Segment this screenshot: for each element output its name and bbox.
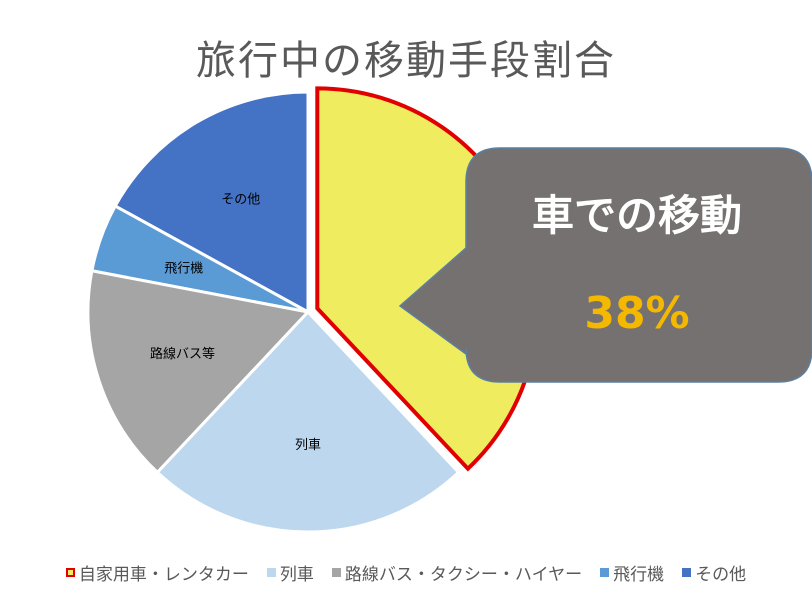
legend-label-3: 飛行機	[613, 565, 665, 585]
legend-swatch-4	[682, 568, 692, 577]
slice-label-1: 列車	[295, 438, 321, 453]
legend-item-4: その他	[682, 560, 746, 585]
legend-swatch-2	[331, 568, 341, 577]
legend-item-1: 列車	[266, 560, 314, 585]
legend-label-0: 自家用車・レンタカー	[78, 565, 249, 585]
legend-item-0: 自家用車・レンタカー	[65, 560, 249, 585]
legend-swatch-3	[600, 568, 610, 577]
pie-labels: 列車 路線バス等 飛行機 その他	[150, 192, 321, 453]
legend-item-2: 路線バス・タクシー・ハイヤー	[331, 560, 583, 585]
legend-label-2: 路線バス・タクシー・ハイヤー	[344, 565, 583, 585]
pie-slice-4	[113, 90, 310, 315]
legend-swatch-0	[65, 568, 75, 577]
slice-label-3: 飛行機	[164, 261, 203, 276]
legend-label-4: その他	[695, 565, 747, 585]
chart-legend: 自家用車・レンタカー 列車 路線バス・タクシー・ハイヤー 飛行機 その他	[0, 560, 812, 585]
legend-swatch-1	[266, 568, 276, 577]
callout-value: 38%	[584, 288, 689, 339]
slice-label-2: 路線バス等	[150, 346, 215, 362]
legend-label-1: 列車	[279, 565, 314, 585]
callout-title: 車での移動	[532, 191, 742, 240]
pie-slice-2	[86, 269, 311, 475]
legend-item-3: 飛行機	[600, 560, 664, 585]
callout-box	[398, 147, 812, 383]
pie-slice-1	[155, 309, 461, 534]
callout-bubble: 車での移動 38%	[398, 147, 812, 383]
chart-title: 旅行中の移動手段割合	[196, 38, 616, 84]
slice-label-4: その他	[221, 192, 260, 207]
